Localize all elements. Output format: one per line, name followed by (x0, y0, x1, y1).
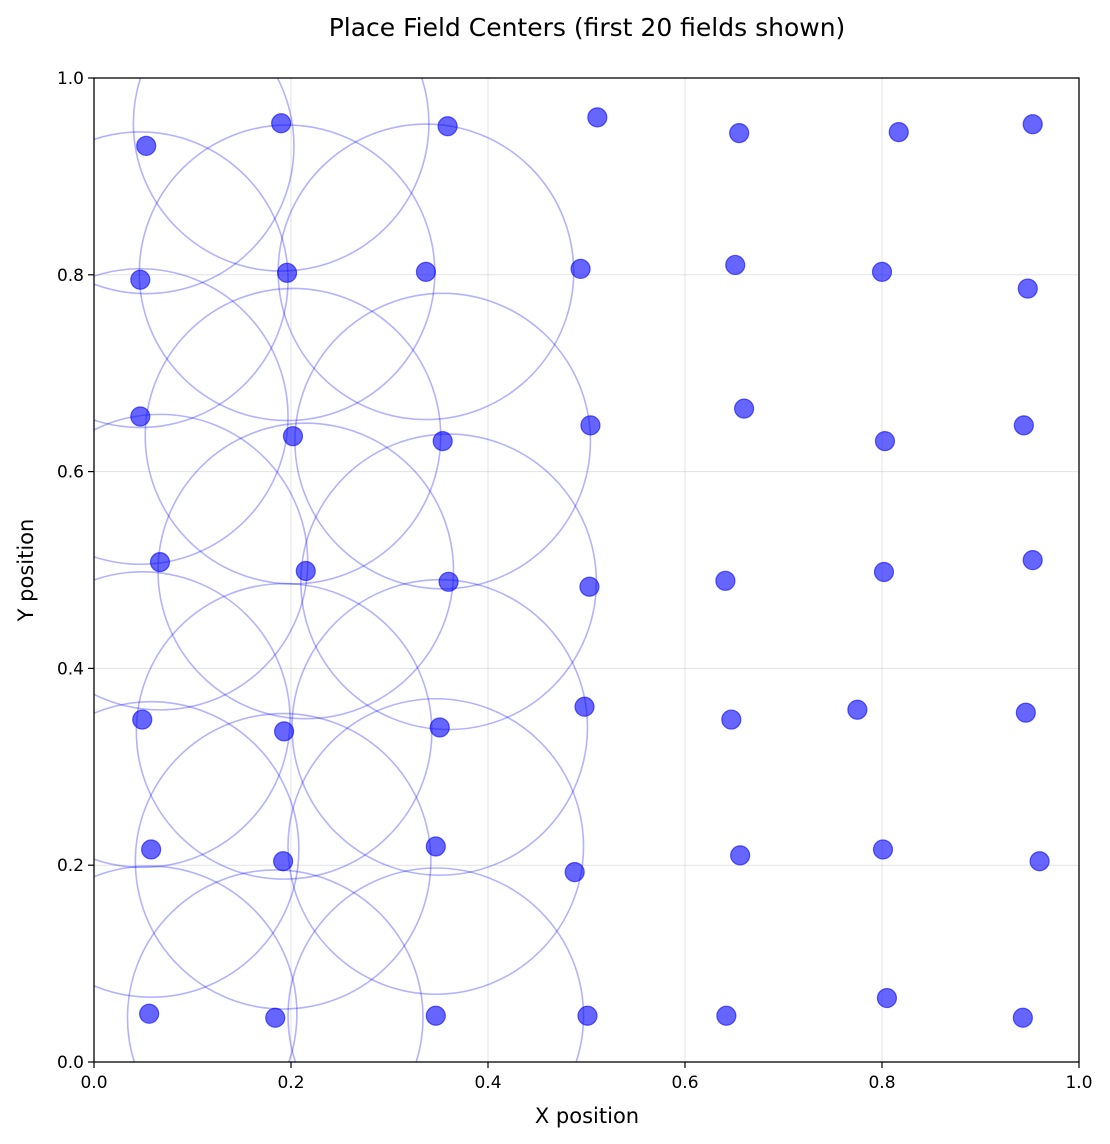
place-field-center-point (271, 113, 292, 134)
place-field-circle (94, 700, 300, 998)
place-field-center-point (872, 839, 894, 860)
x-tick-label: 0.4 (474, 1073, 501, 1093)
place-field-center-point (574, 696, 595, 717)
place-field-center-point (415, 261, 437, 282)
x-tick-label: 0.2 (277, 1073, 304, 1093)
place-field-center-point (276, 262, 298, 283)
place-field-circle (94, 571, 291, 869)
place-field-center-point (715, 570, 736, 591)
x-axis-ticks: 0.0 0.2 0.4 0.6 0.8 1.0 (80, 1062, 1093, 1093)
place-field-center-point (730, 845, 751, 866)
y-tick-label: 1.0 (57, 69, 84, 89)
place-field-center-point (579, 576, 600, 597)
place-field-center-point (888, 122, 909, 143)
place-field-center-point (130, 269, 151, 290)
place-field-circle (94, 865, 298, 1062)
place-field-center-point (141, 839, 162, 860)
y-tick-label: 0.8 (57, 266, 84, 286)
place-field-center-point (295, 560, 316, 582)
place-field-circle (94, 267, 289, 566)
place-field-centers (130, 107, 1050, 1028)
place-field-circle (287, 697, 585, 996)
place-field-center-point (733, 398, 755, 419)
y-axis-label: Y position (14, 519, 38, 623)
place-field-center-point (874, 430, 896, 452)
place-field-center-point (1022, 550, 1043, 571)
place-field-center-point (438, 571, 459, 592)
place-field-center-point (139, 1003, 160, 1024)
place-field-center-point (425, 836, 446, 857)
place-field-center-point (273, 851, 294, 872)
y-tick-label: 0.4 (57, 659, 84, 679)
place-field-center-point (429, 717, 450, 738)
place-field-center-point (1017, 278, 1038, 299)
place-field-center-point (577, 1005, 598, 1026)
place-field-center-point (265, 1007, 286, 1028)
place-field-center-point (425, 1005, 446, 1026)
place-field-center-point (1013, 415, 1034, 436)
place-field-center-point (1012, 1007, 1033, 1028)
y-tick-label: 0.6 (57, 463, 84, 483)
place-field-center-point (871, 261, 893, 282)
place-field-circle (94, 78, 295, 295)
place-field-center-point (725, 254, 746, 276)
plot-frame (93, 77, 1080, 1063)
place-field-center-point (564, 861, 585, 883)
place-field-center-point (437, 116, 458, 137)
y-tick-label: 0.0 (57, 1053, 84, 1073)
place-field-center-point (847, 699, 868, 720)
place-field-center-point (1022, 114, 1043, 135)
grid-lines (94, 78, 1079, 1062)
x-axis-label: X position (535, 1104, 639, 1128)
place-field-center-point (432, 430, 453, 452)
place-field-center-point (132, 709, 153, 730)
place-field-center-point (729, 123, 750, 144)
place-field-center-point (130, 406, 151, 427)
place-field-center-point (274, 721, 295, 742)
place-field-center-point (282, 426, 304, 447)
x-tick-label: 1.0 (1065, 1073, 1092, 1093)
place-field-center-point (136, 135, 157, 156)
place-field-center-point (580, 415, 601, 436)
place-field-center-point (721, 709, 742, 730)
x-tick-label: 0.8 (868, 1073, 895, 1093)
y-axis-ticks: 0.0 0.2 0.4 0.6 0.8 1.0 (57, 69, 94, 1073)
plot-background (94, 78, 1079, 1062)
chart-title: Place Field Centers (first 20 fields sho… (329, 13, 846, 42)
place-field-circle (126, 869, 424, 1062)
y-tick-label: 0.2 (57, 856, 84, 876)
place-field-center-point (149, 552, 171, 573)
place-field-center-point (587, 107, 608, 128)
x-tick-label: 0.0 (80, 1073, 107, 1093)
place-field-center-point (1029, 851, 1050, 872)
place-field-center-point (876, 987, 898, 1009)
place-field-center-point (570, 258, 591, 279)
place-field-center-point (873, 561, 895, 583)
place-field-circle (134, 712, 432, 1010)
x-tick-label: 0.6 (671, 1073, 698, 1093)
place-field-center-point (716, 1005, 737, 1026)
place-field-center-point (1015, 702, 1036, 723)
